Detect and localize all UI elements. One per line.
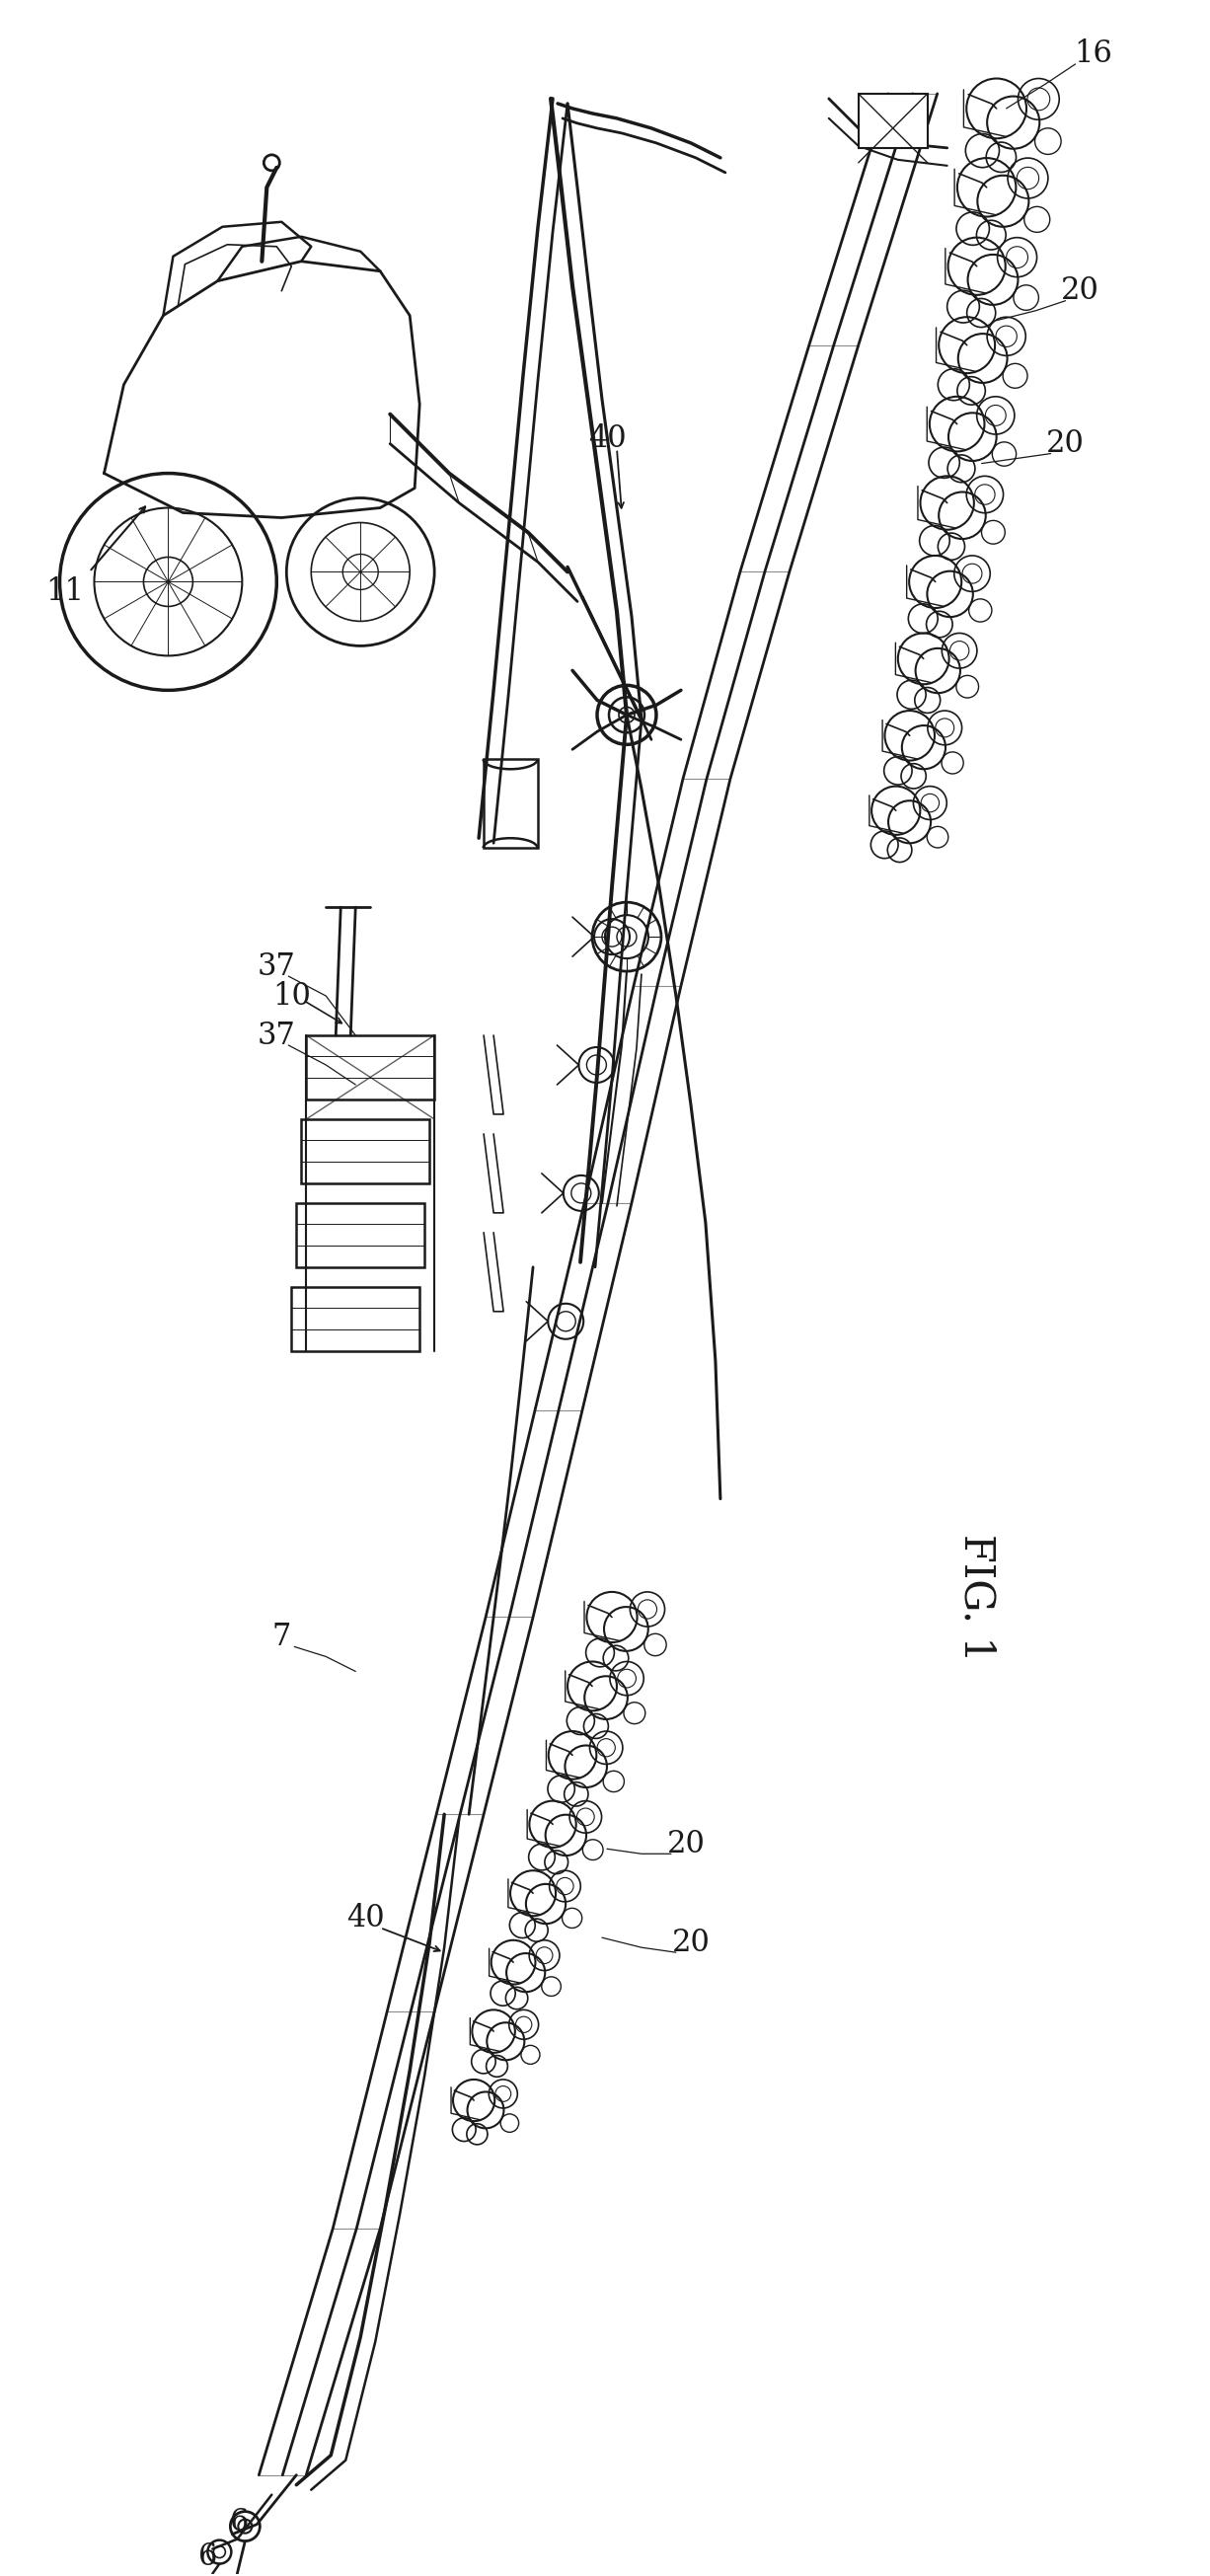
Bar bbox=[296, 1203, 425, 1267]
Text: 20: 20 bbox=[1061, 276, 1100, 307]
Text: 7: 7 bbox=[272, 1620, 292, 1651]
Text: 6: 6 bbox=[230, 2506, 249, 2537]
Text: 37: 37 bbox=[258, 951, 295, 981]
Text: 16: 16 bbox=[1074, 39, 1112, 70]
Text: 10: 10 bbox=[272, 981, 311, 1012]
Text: 20: 20 bbox=[1047, 428, 1084, 459]
Text: 40: 40 bbox=[346, 1904, 385, 1932]
Text: 20: 20 bbox=[667, 1829, 705, 1860]
Text: 11: 11 bbox=[46, 577, 83, 608]
Text: 40: 40 bbox=[588, 422, 626, 453]
Text: 20: 20 bbox=[672, 1927, 710, 1958]
Bar bbox=[484, 760, 538, 848]
Text: FIG. 1: FIG. 1 bbox=[956, 1533, 997, 1662]
Bar bbox=[301, 1118, 430, 1182]
Bar bbox=[306, 1036, 434, 1100]
Bar bbox=[292, 1288, 420, 1350]
Text: 37: 37 bbox=[258, 1020, 295, 1051]
Bar bbox=[858, 93, 927, 147]
Text: 6: 6 bbox=[198, 2543, 217, 2573]
